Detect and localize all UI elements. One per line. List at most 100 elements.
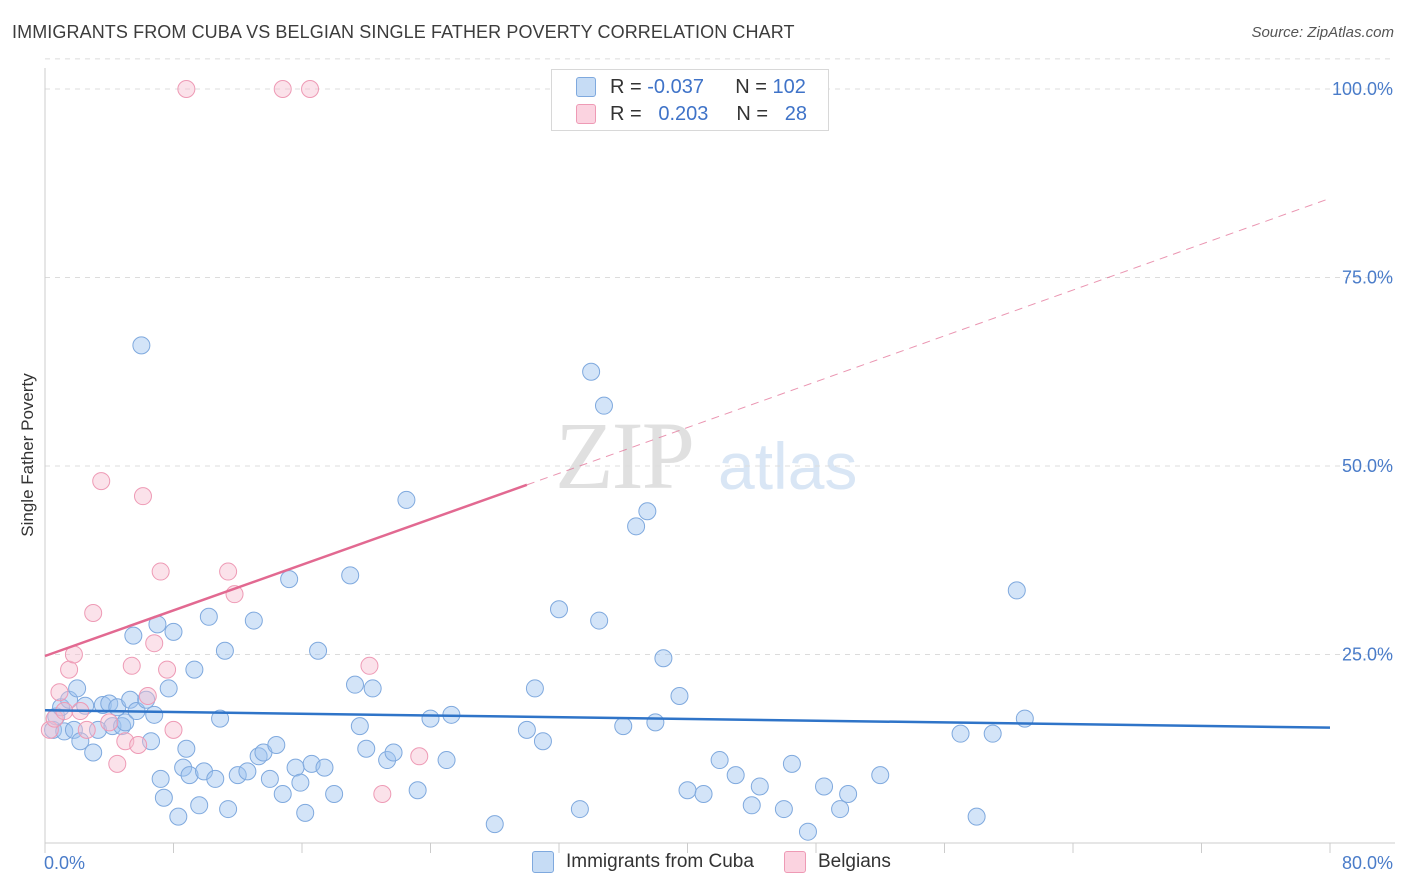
point-cuba [228,766,247,785]
point-cuba [154,788,173,807]
point-cuba [594,396,613,415]
point-cuba [485,815,504,834]
point-cuba [151,769,170,788]
point-cuba [211,709,230,728]
point-belgians [60,660,79,679]
point-cuba [169,807,188,826]
point-cuba [315,758,334,777]
point-cuba [550,600,568,619]
point-cuba [437,751,456,770]
chart-source: Source: ZipAtlas.com [1251,24,1394,41]
legend-row-belgians: R = 0.203 N = 28 [576,102,807,126]
legend-r-value-cuba: -0.037 [647,75,704,98]
point-cuba [378,751,397,770]
correlation-legend: R = -0.037 N = 102 R = 0.203 N = 28 [551,69,829,131]
point-cuba [219,800,238,819]
series-swatch-belgians [783,851,806,873]
grid-lines [45,58,1395,655]
series-legend-belgians: Belgians [783,851,891,873]
legend-r-label: R = [610,75,642,98]
point-cuba [341,566,360,585]
point-cuba [296,803,315,822]
point-cuba [177,739,196,758]
point-belgians [219,562,238,581]
point-cuba [309,641,328,660]
point-cuba [357,739,376,758]
point-cuba [71,732,90,751]
point-belgians [273,80,292,98]
point-cuba [159,679,178,698]
series-label-cuba: Immigrants from Cuba [566,851,754,872]
point-cuba [132,336,151,355]
point-cuba [280,570,299,589]
point-cuba [710,751,729,770]
point-belgians [301,80,320,98]
point-belgians [410,747,429,766]
point-cuba [260,769,279,788]
point-cuba [421,709,440,728]
point-cuba [64,720,83,739]
y-tick-label: 25.0% [1342,645,1393,665]
point-cuba [185,660,204,679]
point-belgians [177,80,196,98]
point-cuba [215,641,234,660]
point-cuba [774,800,793,819]
point-cuba [871,766,890,785]
point-cuba [646,713,665,732]
legend-n-label: N = [735,75,767,98]
point-cuba [694,784,713,803]
point-cuba [116,713,135,732]
series-label-belgians: Belgians [817,851,891,872]
point-cuba [84,743,103,762]
trend-line-belgians-extension [526,197,1331,486]
legend-n-label: N = [736,102,769,125]
point-cuba [815,777,834,796]
point-cuba [121,690,140,709]
data-points [40,80,1034,841]
point-cuba [350,717,369,736]
point-cuba [1007,581,1026,600]
point-cuba [363,679,382,698]
point-belgians [151,562,170,581]
series-swatch-cuba [532,851,554,873]
point-belgians [133,487,152,506]
legend-swatch-cuba [576,77,596,97]
point-cuba [951,724,970,743]
point-cuba [238,762,257,781]
tick-labels: 25.0% 50.0% 75.0% 100.0% 0.0% 80.0% [44,79,1393,873]
point-belgians [145,634,164,653]
point-cuba [325,784,344,803]
point-cuba [244,611,263,630]
point-cuba [614,717,633,736]
point-belgians [164,720,183,739]
point-cuba [517,720,536,739]
point-belgians [92,472,111,491]
x-tick-label: 80.0% [1342,853,1393,873]
series-legend: Immigrants from Cuba Belgians [532,851,921,873]
point-cuba [678,781,697,800]
legend-r-value-belgians: 0.203 [658,102,709,125]
point-cuba [180,766,199,785]
point-belgians [50,683,69,702]
trend-line-cuba [44,709,1331,729]
point-cuba [967,807,986,826]
point-cuba [590,611,609,630]
point-cuba [742,796,761,815]
point-cuba [206,769,225,788]
legend-n-value-cuba: 102 [772,75,806,98]
point-cuba [831,800,850,819]
point-cuba [983,724,1002,743]
point-cuba [190,796,209,815]
point-cuba [291,773,310,792]
point-belgians [84,604,103,623]
point-cuba [93,696,112,715]
point-cuba [286,758,305,777]
point-cuba [782,754,801,773]
point-cuba [570,800,589,819]
point-belgians [40,720,59,739]
point-belgians [129,735,148,754]
series-legend-cuba: Immigrants from Cuba [532,851,754,873]
y-tick-label: 100.0% [1332,79,1393,99]
point-cuba [55,722,74,741]
